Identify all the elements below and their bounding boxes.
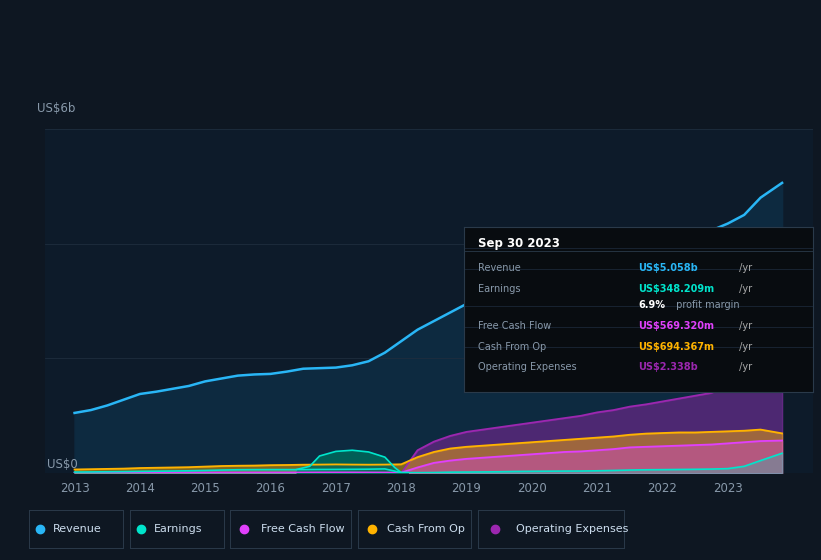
Text: Revenue: Revenue: [53, 524, 102, 534]
Text: 6.9%: 6.9%: [639, 300, 665, 310]
Text: /yr: /yr: [736, 284, 752, 294]
Text: /yr: /yr: [736, 362, 752, 372]
Text: Free Cash Flow: Free Cash Flow: [478, 321, 551, 331]
Text: Operating Expenses: Operating Expenses: [478, 362, 576, 372]
Text: Sep 30 2023: Sep 30 2023: [478, 237, 560, 250]
Text: US$5.058b: US$5.058b: [639, 263, 698, 273]
Text: US$2.338b: US$2.338b: [639, 362, 698, 372]
Text: Free Cash Flow: Free Cash Flow: [261, 524, 345, 534]
Text: Revenue: Revenue: [478, 263, 521, 273]
Text: /yr: /yr: [736, 321, 752, 331]
Text: US$569.320m: US$569.320m: [639, 321, 714, 331]
Text: Cash From Op: Cash From Op: [388, 524, 466, 534]
Text: /yr: /yr: [736, 342, 752, 352]
Text: US$6b: US$6b: [38, 102, 76, 115]
Text: US$0: US$0: [47, 459, 77, 472]
Text: US$348.209m: US$348.209m: [639, 284, 714, 294]
Text: Operating Expenses: Operating Expenses: [516, 524, 628, 534]
Text: Earnings: Earnings: [154, 524, 203, 534]
Text: /yr: /yr: [736, 263, 752, 273]
Text: profit margin: profit margin: [673, 300, 740, 310]
Text: Cash From Op: Cash From Op: [478, 342, 546, 352]
Text: Earnings: Earnings: [478, 284, 521, 294]
Text: US$694.367m: US$694.367m: [639, 342, 714, 352]
